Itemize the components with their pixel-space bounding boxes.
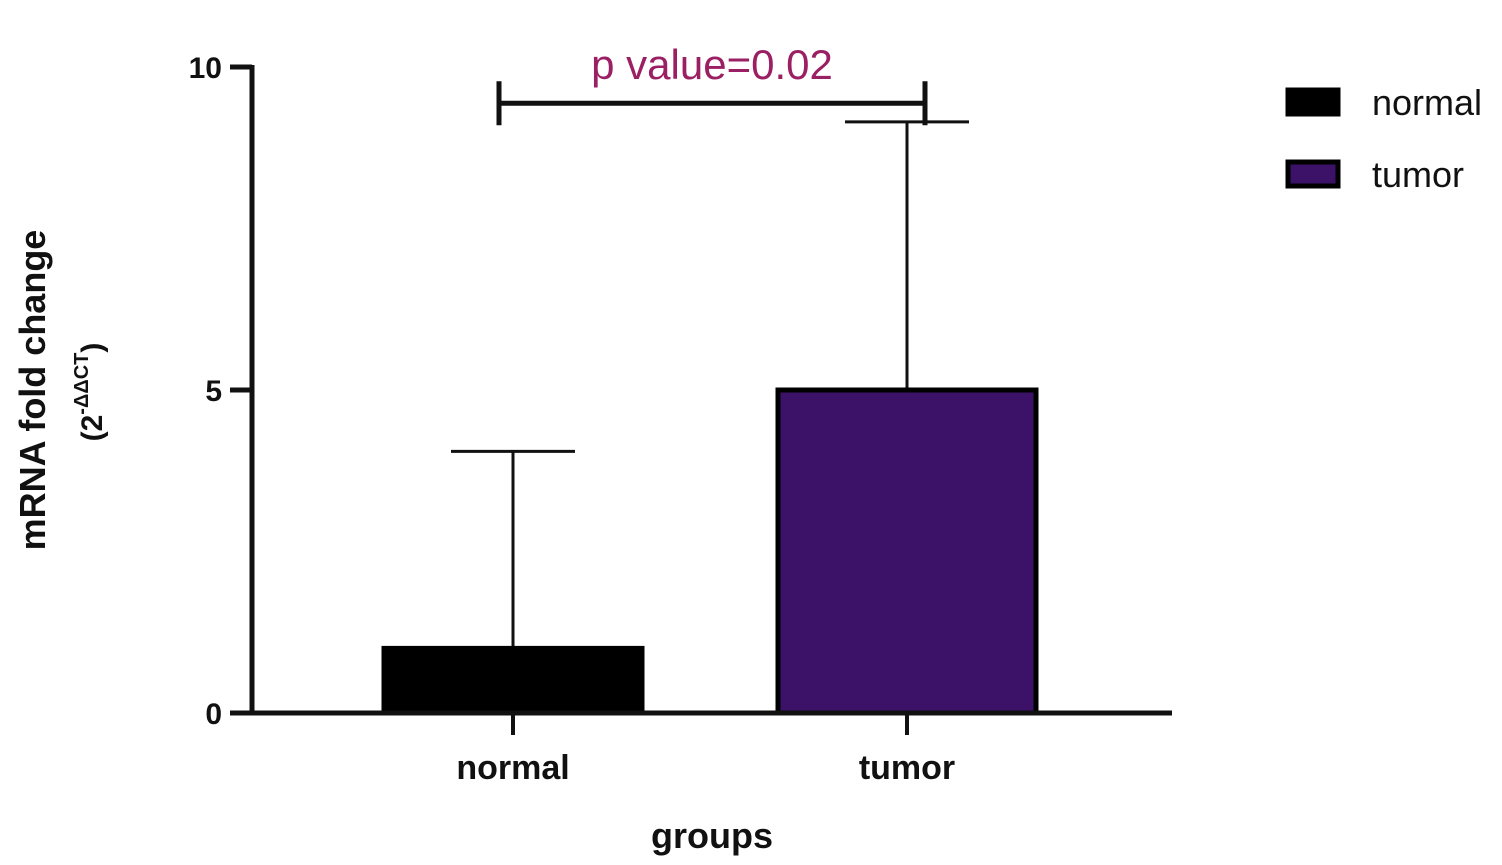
bar-normal (381, 645, 645, 716)
x-axis-title: groups (651, 815, 773, 856)
legend-label-tumor: tumor (1372, 154, 1464, 195)
x-tick-label-normal: normal (456, 749, 569, 787)
y-axis-subtitle-exponent: -ΔΔCT (71, 353, 93, 415)
y-axis-title: mRNA fold change (12, 230, 53, 551)
y-axis-subtitle: (2-ΔΔCT) (71, 343, 109, 442)
y-tick-label-10: 10 (189, 52, 222, 85)
y-axis-subtitle-base: 2 (76, 415, 109, 432)
y-tick-label-0: 0 (205, 698, 222, 731)
bar-tumor (775, 387, 1039, 716)
x-tick-label-tumor: tumor (859, 749, 955, 787)
y-tick-label-5: 5 (205, 375, 222, 408)
y-axis-subtitle-close: ) (76, 343, 109, 353)
legend-swatch-tumor (1285, 159, 1341, 189)
legend-swatch-normal (1285, 87, 1341, 117)
legend-label-normal: normal (1372, 82, 1482, 123)
y-axis-subtitle-open: ( (76, 431, 109, 441)
plot-area: 0 5 10 normal tumor p value=0.02 normal tumor (189, 41, 1482, 787)
p-value-label: p value=0.02 (591, 41, 833, 88)
